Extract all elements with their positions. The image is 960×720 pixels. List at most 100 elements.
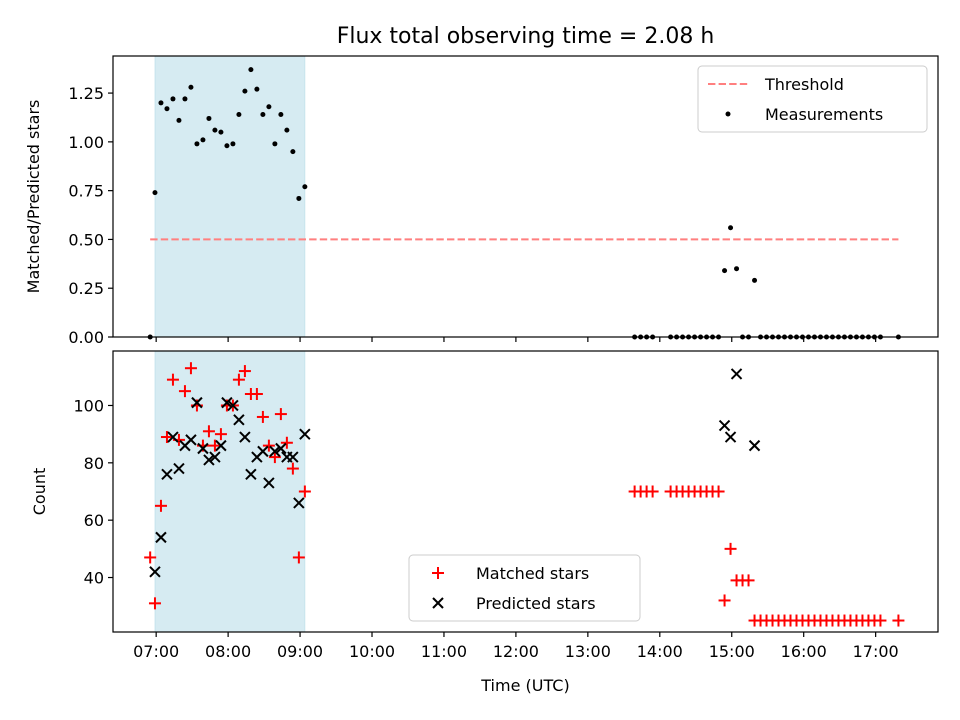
legend-matched-swatch (432, 567, 444, 579)
bottom-y-axis-label: Count (30, 468, 49, 516)
predicted-star-point (287, 451, 299, 463)
x-tick-label: 07:00 (133, 642, 179, 661)
top-y-tick-label: 1.00 (68, 133, 104, 152)
legend-measurements-label: Measurements (765, 105, 883, 124)
measurement-point (206, 115, 212, 121)
matched-star-point (292, 551, 305, 564)
measurement-point (224, 143, 230, 149)
x-tick-label: 13:00 (565, 642, 611, 661)
predicted-star-point (718, 419, 731, 432)
bottom-legend: Matched stars Predicted stars (408, 554, 641, 622)
matched-star-point (202, 425, 215, 438)
bottom-y-tick-label: 80 (84, 454, 104, 473)
legend-matched-label: Matched stars (476, 564, 589, 583)
top-y-tick-label: 0.50 (68, 230, 104, 249)
matched-star-point (250, 388, 263, 401)
bottom-y-tick-label: 40 (84, 569, 104, 588)
x-tick-label: 11:00 (421, 642, 467, 661)
bottom-y-ticks: 40 60 80 100 (73, 396, 113, 588)
measurement-point (176, 117, 182, 123)
predicted-star-point (233, 414, 245, 426)
measurement-point (200, 137, 206, 143)
top-y-tick-label: 0.00 (68, 328, 104, 347)
matched-star-point (718, 594, 731, 607)
predicted-star-point (257, 445, 269, 458)
measurement-point (194, 141, 200, 147)
predicted-star-point (215, 439, 227, 452)
measurement-point (278, 112, 284, 118)
measurement-point (728, 225, 734, 231)
bottom-y-tick-label: 60 (84, 511, 104, 530)
matched-star-point (166, 373, 179, 386)
measurement-point (242, 88, 248, 94)
measurement-point (272, 141, 278, 147)
legend-predicted-swatch (432, 597, 444, 609)
matched-star-point (262, 439, 275, 452)
predicted-star-point (185, 434, 197, 446)
matched-star-point (724, 542, 737, 555)
legend-predicted-label: Predicted stars (476, 594, 596, 613)
measurement-point (164, 106, 170, 112)
predicted-star-point (299, 428, 311, 440)
bottom-x-ticks: 07:00 08:00 09:00 10:00 11:00 12:00 13:00 14:00… (133, 632, 899, 661)
predicted-star-point (191, 396, 203, 409)
predicted-star-point (155, 531, 167, 544)
predicted-star-point (173, 462, 185, 475)
matched-star-point (232, 373, 245, 386)
matched-star-point (208, 439, 221, 452)
predicted-star-point (263, 477, 275, 489)
measurement-point (266, 104, 272, 110)
predicted-star-point (221, 396, 233, 409)
predicted-star-point (724, 431, 737, 443)
measurement-point (170, 96, 176, 102)
predicted-star-point (748, 439, 761, 452)
matched-star-point (742, 574, 755, 587)
measurement-point (236, 112, 242, 118)
predicted-star-point (203, 454, 215, 466)
measurement-point (188, 84, 194, 90)
bottom-axes-frame (112, 350, 939, 633)
bottom-legend-frame (408, 554, 641, 622)
x-tick-label: 14:00 (637, 642, 683, 661)
measurement-point (752, 277, 758, 283)
measurement-point (290, 149, 296, 155)
measurement-point (212, 127, 218, 133)
measurement-point (254, 86, 260, 92)
matched-star-point (274, 408, 287, 421)
measurement-point (182, 96, 188, 102)
top-shaded-span (154, 55, 306, 338)
matched-star-point (178, 385, 191, 398)
matched-star-point (874, 614, 887, 627)
matched-star-point (892, 614, 905, 627)
top-legend: Threshold Measurements (697, 65, 928, 133)
top-x-ticks (155, 337, 877, 342)
predicted-star-point (239, 431, 251, 443)
measurement-point (722, 268, 728, 274)
legend-measurements-swatch (725, 111, 731, 117)
bottom-y-tick-label: 100 (73, 396, 104, 415)
matched-star-point (646, 485, 659, 498)
predicted-star-point (227, 399, 239, 412)
matched-star-point (184, 362, 197, 375)
top-y-tick-label: 0.75 (68, 182, 104, 201)
predicted-star-point (197, 442, 209, 455)
measurement-point (248, 67, 254, 73)
x-axis-label: Time (UTC) (480, 676, 569, 695)
measurement-point (296, 195, 302, 201)
matched-star-point (286, 462, 299, 475)
matched-stars-points (144, 362, 905, 627)
x-tick-label: 15:00 (709, 642, 755, 661)
top-y-axis-label: Matched/Predicted stars (24, 100, 43, 294)
bottom-shaded-span (154, 350, 306, 633)
matched-star-point (268, 451, 281, 464)
matched-star-point (154, 499, 167, 512)
predicted-star-point (149, 566, 161, 578)
chart-title: Flux total observing time = 2.08 h (337, 24, 715, 49)
bottom-panel: 40 60 80 100 07:00 08:00 09:00 10:00 11:00 12:00… (30, 350, 939, 695)
matched-star-point (238, 365, 251, 378)
x-tick-label: 09:00 (277, 642, 323, 661)
x-tick-label: 10:00 (349, 642, 395, 661)
measurement-point (230, 141, 236, 147)
x-tick-label: 17:00 (853, 642, 899, 661)
